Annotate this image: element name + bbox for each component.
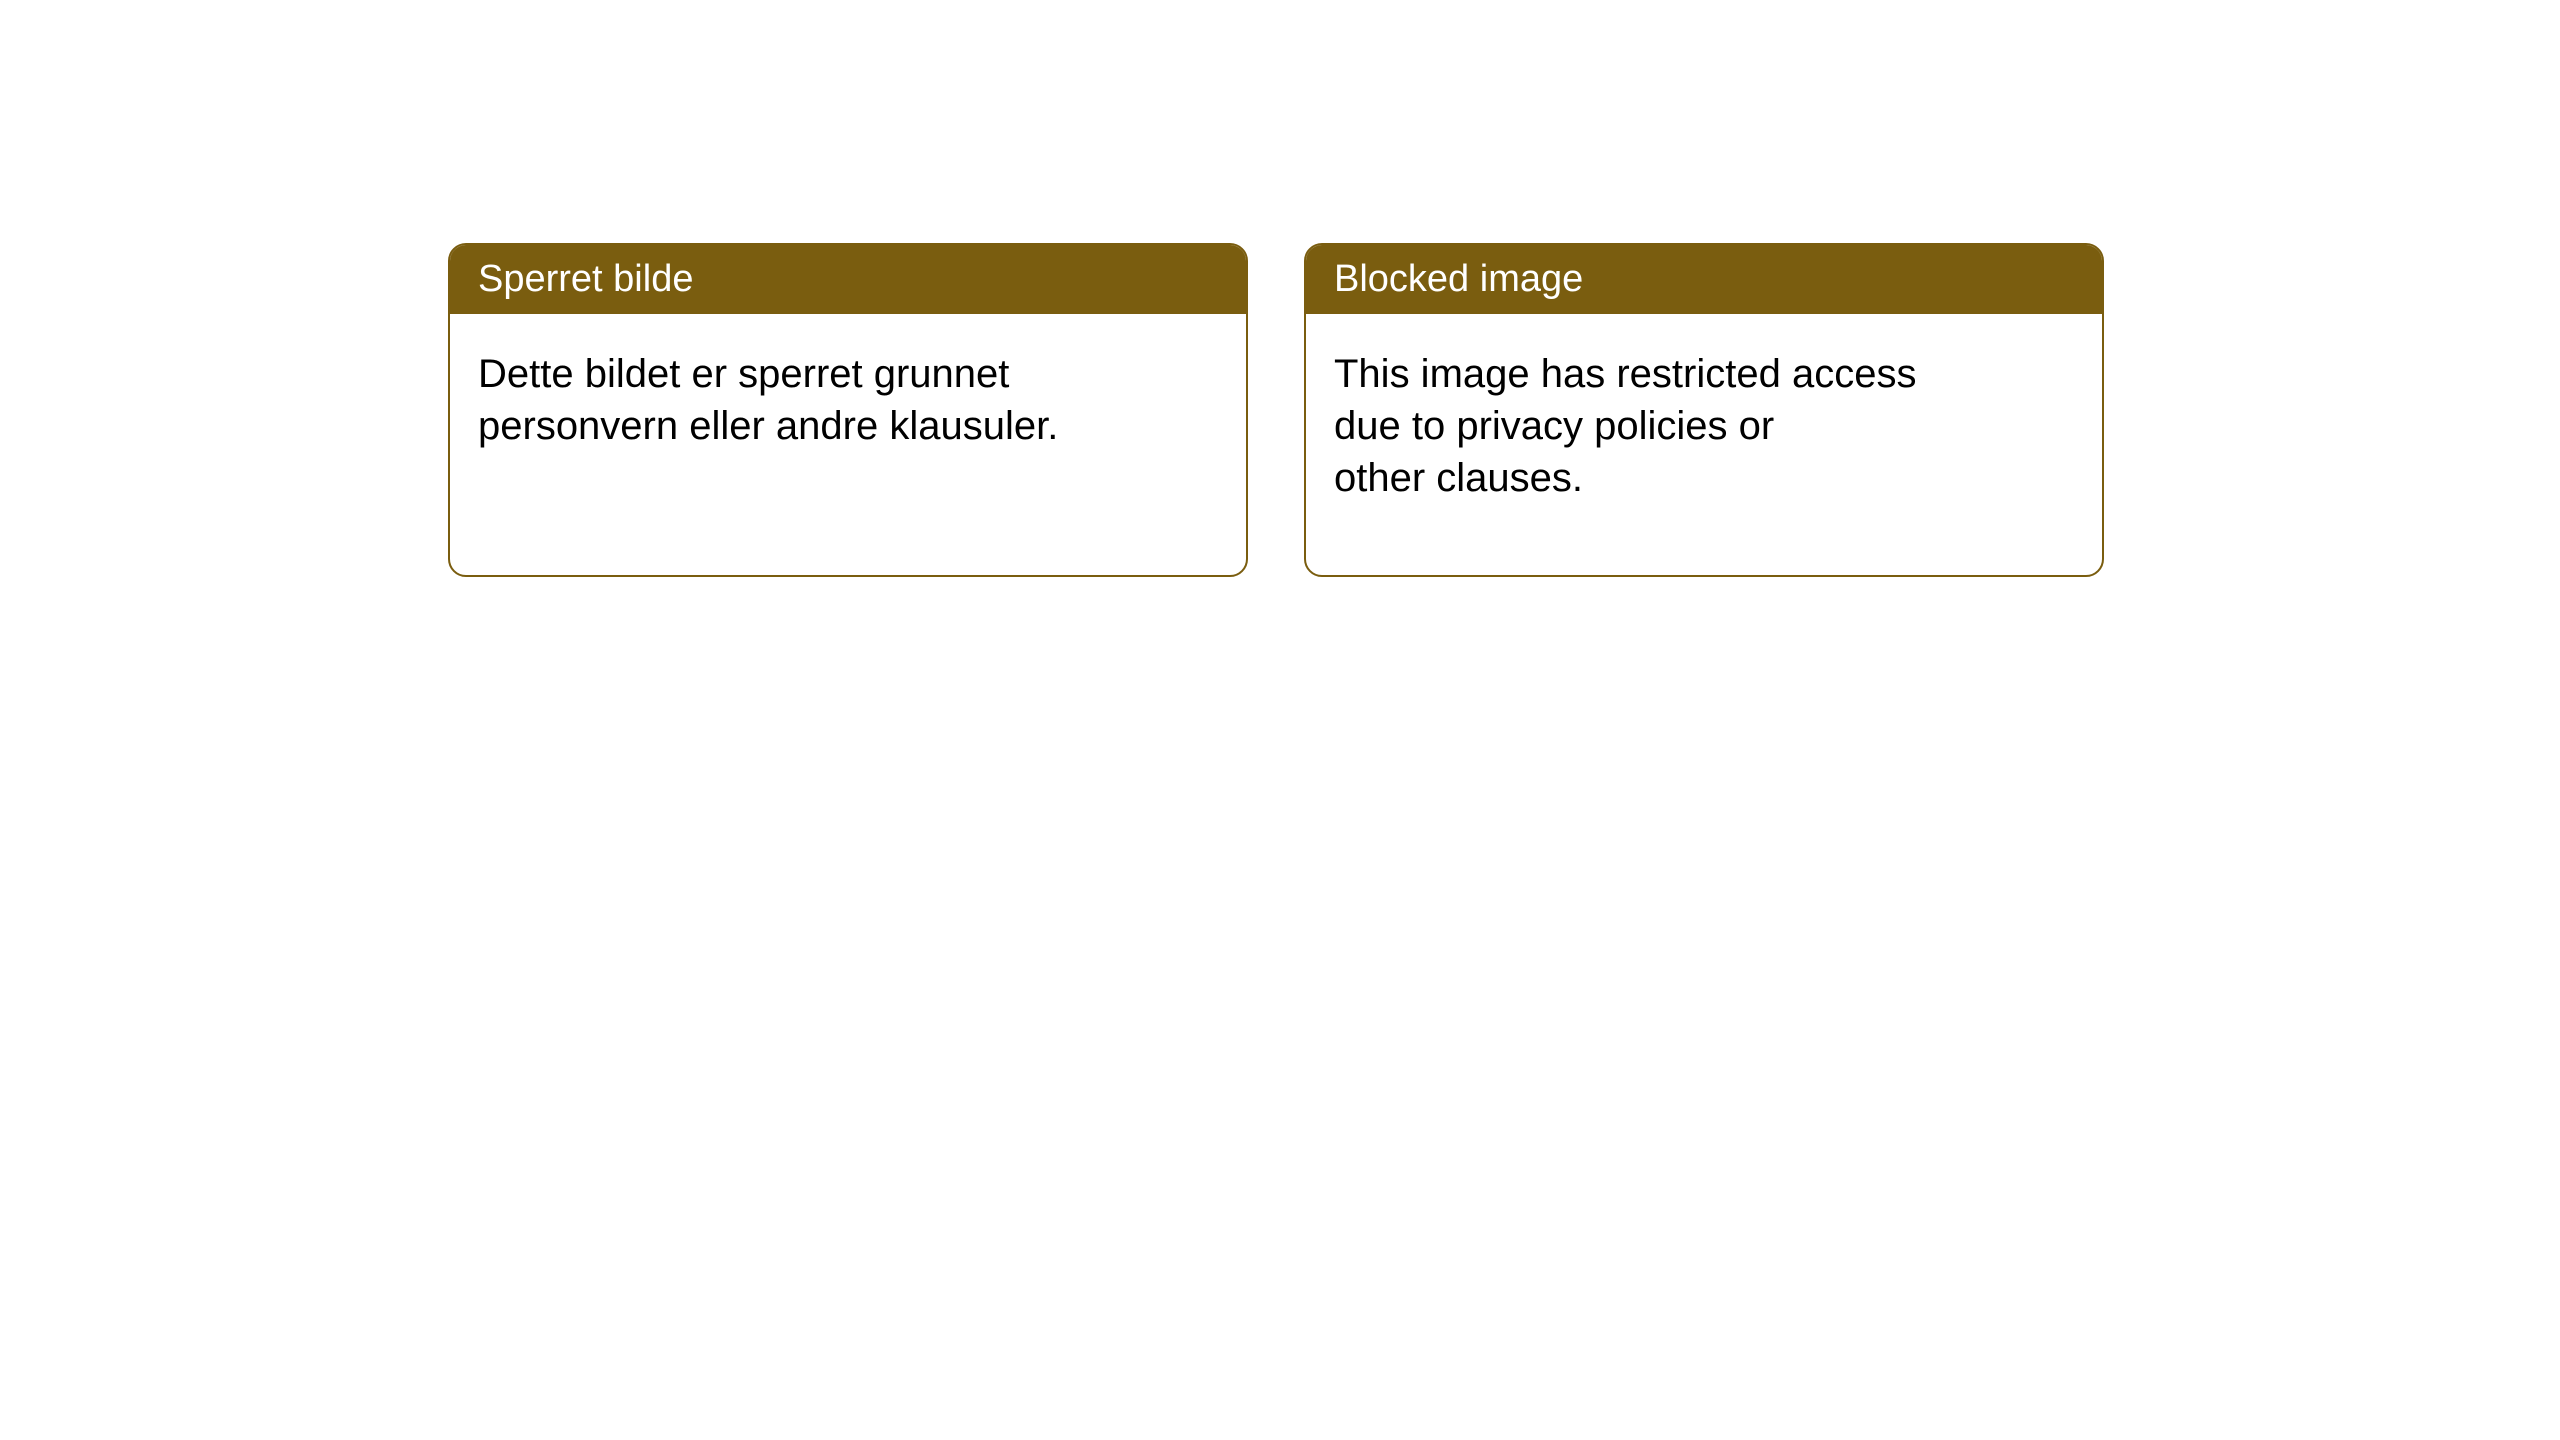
card-body: This image has restricted access due to … <box>1306 314 2102 538</box>
notice-card-english: Blocked image This image has restricted … <box>1304 243 2104 577</box>
card-header: Blocked image <box>1306 245 2102 314</box>
card-header: Sperret bilde <box>450 245 1246 314</box>
notice-card-norwegian: Sperret bilde Dette bildet er sperret gr… <box>448 243 1248 577</box>
notice-cards-container: Sperret bilde Dette bildet er sperret gr… <box>448 243 2104 577</box>
card-body: Dette bildet er sperret grunnet personve… <box>450 314 1246 486</box>
